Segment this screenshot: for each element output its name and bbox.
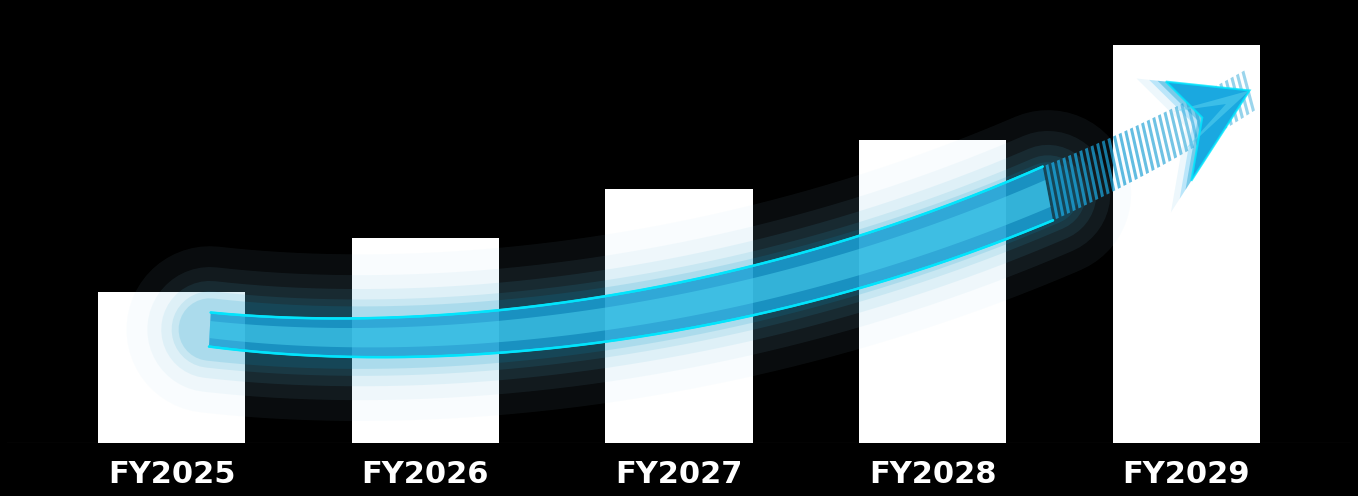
Polygon shape — [1130, 127, 1143, 177]
Polygon shape — [1101, 140, 1115, 192]
Polygon shape — [1146, 120, 1160, 168]
Polygon shape — [1153, 117, 1167, 165]
Polygon shape — [1191, 97, 1205, 142]
Polygon shape — [1107, 138, 1120, 189]
Polygon shape — [1214, 86, 1228, 129]
Polygon shape — [1180, 103, 1194, 149]
Polygon shape — [1080, 150, 1093, 203]
Polygon shape — [1090, 145, 1104, 197]
Polygon shape — [1158, 114, 1172, 162]
Bar — [606, 189, 752, 443]
Polygon shape — [1067, 155, 1081, 208]
Polygon shape — [1141, 122, 1154, 171]
Polygon shape — [209, 180, 1051, 347]
Polygon shape — [1149, 80, 1249, 199]
Polygon shape — [1230, 77, 1244, 119]
Polygon shape — [1164, 112, 1177, 159]
Polygon shape — [1175, 106, 1188, 152]
Polygon shape — [1209, 89, 1222, 132]
Polygon shape — [1046, 164, 1059, 219]
Polygon shape — [1186, 100, 1199, 146]
Polygon shape — [1173, 90, 1249, 151]
Polygon shape — [1096, 143, 1109, 194]
Polygon shape — [1137, 78, 1249, 212]
Polygon shape — [1219, 83, 1233, 126]
Polygon shape — [1085, 148, 1099, 200]
Polygon shape — [1157, 81, 1249, 190]
Polygon shape — [1167, 82, 1249, 181]
Polygon shape — [1203, 92, 1217, 136]
Bar — [1112, 45, 1260, 443]
Polygon shape — [1114, 135, 1127, 186]
Polygon shape — [1241, 70, 1255, 112]
Polygon shape — [1062, 157, 1076, 211]
Polygon shape — [1124, 130, 1138, 180]
Polygon shape — [1051, 162, 1065, 216]
Polygon shape — [1074, 152, 1086, 206]
Polygon shape — [1135, 125, 1149, 174]
Polygon shape — [1196, 94, 1210, 139]
Polygon shape — [1169, 109, 1183, 155]
Bar — [98, 292, 246, 443]
Polygon shape — [1119, 133, 1133, 183]
Bar — [352, 239, 498, 443]
Bar — [860, 140, 1006, 443]
Polygon shape — [1225, 80, 1238, 123]
Polygon shape — [209, 167, 1052, 357]
Polygon shape — [1236, 73, 1249, 116]
Polygon shape — [1057, 160, 1070, 214]
